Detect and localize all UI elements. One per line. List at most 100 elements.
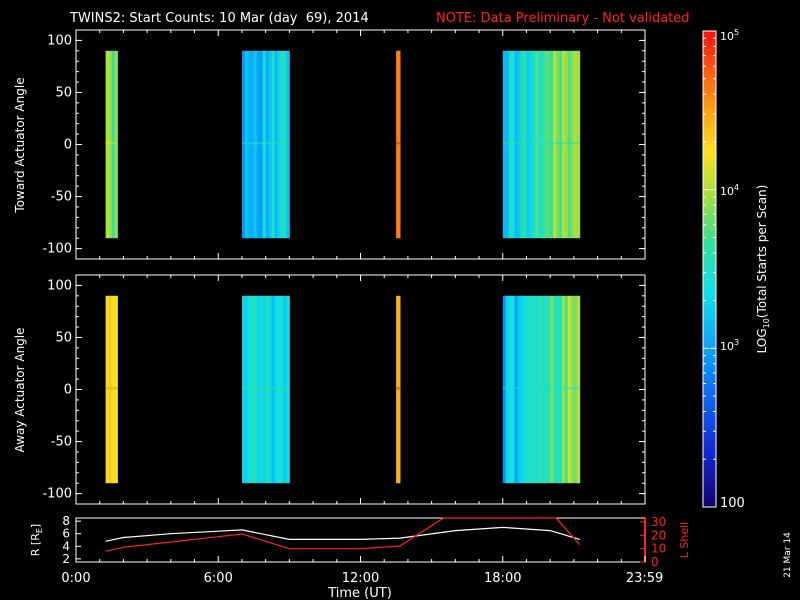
away-ytick-label: -50	[51, 435, 72, 450]
toward-scan-cell	[508, 50, 513, 239]
away-scan-cell	[562, 295, 566, 484]
away-ytick-label: -100	[42, 487, 72, 502]
ephemeris-lines	[105, 517, 581, 552]
away-ytick-label: 50	[55, 330, 72, 345]
toward-scan-cell	[532, 50, 536, 239]
away-scan-cell	[114, 295, 118, 484]
away-scan-cell	[502, 295, 507, 484]
r-ylabel: R [RE]	[29, 524, 44, 556]
toward-scan-cell	[253, 50, 258, 239]
away-scan-cell	[541, 295, 545, 484]
toward-scan-block-2	[396, 50, 401, 239]
colorbar-label-1e3: 103	[720, 338, 739, 353]
away-scan-cell	[105, 295, 109, 484]
r-ytick-label: 6	[62, 527, 70, 541]
toward-ytick-label: 100	[47, 33, 72, 48]
toward-scan-cell	[573, 50, 578, 239]
toward-scan-cell	[242, 50, 246, 239]
toward-scan-cell	[562, 50, 566, 239]
x-axis-label: Time (UT)	[327, 586, 392, 600]
away-zero-streak	[242, 387, 290, 390]
away-scan-cell	[283, 295, 287, 484]
colorbar-title: LOG10(Total Starts per Scan)	[755, 185, 771, 354]
away-ytick-label: 0	[64, 383, 72, 398]
toward-zero-streak	[242, 142, 290, 145]
toward-scan-cell	[547, 50, 551, 239]
toward-scan-cell	[541, 50, 545, 239]
toward-scan-cell	[283, 50, 287, 239]
away-scan-cell	[396, 295, 401, 484]
lshell-ytick-label: 20	[651, 528, 666, 542]
toward-scan-cell	[517, 50, 521, 239]
toward-scan-cell	[105, 50, 109, 239]
toward-zero-streak	[396, 142, 401, 145]
away-scan-cell	[262, 295, 267, 484]
toward-scan-cell	[505, 50, 510, 239]
toward-scan-block-0	[105, 50, 118, 239]
colorbar	[702, 30, 717, 508]
toward-scan-cell	[262, 50, 267, 239]
lshell-ylabel: L Shell	[678, 522, 691, 558]
away-scan-cell	[570, 295, 575, 484]
colorbar-ticks	[703, 37, 716, 508]
away-scan-cell	[573, 295, 578, 484]
away-scan-cell	[253, 295, 258, 484]
away-scan-cell	[547, 295, 551, 484]
away-scan-cell	[538, 295, 542, 484]
toward-ylabel: Toward Actuator Angle	[13, 77, 27, 213]
toward-scan-block-3	[502, 50, 581, 239]
toward-scan-cell	[570, 50, 575, 239]
colorbar-label-1e5: 105	[720, 28, 739, 43]
away-scan-cell	[280, 295, 284, 484]
away-scan-cell	[250, 295, 255, 484]
x-tick-label: 18:00	[484, 571, 521, 586]
away-scan-cell	[508, 295, 513, 484]
away-scan-cell	[526, 295, 530, 484]
toward-scan-cell	[280, 50, 284, 239]
toward-scan-cell	[565, 50, 569, 239]
heatmap-blocks	[105, 50, 581, 484]
away-ylabel: Away Actuator Angle	[13, 327, 27, 452]
away-scan-cell	[268, 295, 272, 484]
away-scan-cell	[529, 295, 533, 484]
x-tick-label: 23:59	[626, 571, 663, 586]
away-scan-block-0	[105, 295, 118, 484]
toward-scan-cell	[259, 50, 264, 239]
away-zero-streak	[105, 387, 118, 390]
away-scan-cell	[265, 295, 270, 484]
toward-scan-cell	[567, 50, 572, 239]
toward-ytick-label: 0	[64, 138, 72, 153]
toward-scan-cell	[526, 50, 530, 239]
toward-scan-cell	[556, 50, 560, 239]
away-scan-cell	[559, 295, 563, 484]
away-scan-cell	[550, 295, 554, 484]
toward-scan-cell	[544, 50, 548, 239]
r-ytick-label: 8	[62, 514, 70, 528]
toward-scan-cell	[277, 50, 281, 239]
away-scan-cell	[553, 295, 557, 484]
date-stamp: 21 Mar 14	[783, 532, 793, 578]
toward-scan-cell	[559, 50, 563, 239]
toward-scan-cell	[535, 50, 539, 239]
toward-zero-streak	[105, 142, 118, 145]
away-scan-cell	[567, 295, 572, 484]
toward-scan-block-1	[242, 50, 290, 239]
away-scan-block-1	[242, 295, 290, 484]
away-scan-cell	[517, 295, 521, 484]
away-scan-cell	[520, 295, 524, 484]
toward-scan-cell	[396, 50, 401, 239]
away-scan-block-2	[396, 295, 401, 484]
chart-title: TWINS2: Start Counts: 10 Mar (day 69), 2…	[69, 11, 369, 26]
away-scan-cell	[286, 295, 290, 484]
toward-scan-cell	[256, 50, 261, 239]
toward-scan-cell	[108, 50, 112, 239]
toward-scan-cell	[114, 50, 118, 239]
axes: 100500-50-100100500-50-100246801020300:0…	[42, 30, 666, 586]
toward-zero-streak	[502, 142, 580, 145]
toward-scan-cell	[511, 50, 515, 239]
lshell-ytick-label: 0	[651, 555, 659, 569]
toward-scan-cell	[550, 50, 554, 239]
toward-scan-cell	[268, 50, 272, 239]
lshell-series-line	[105, 517, 581, 552]
